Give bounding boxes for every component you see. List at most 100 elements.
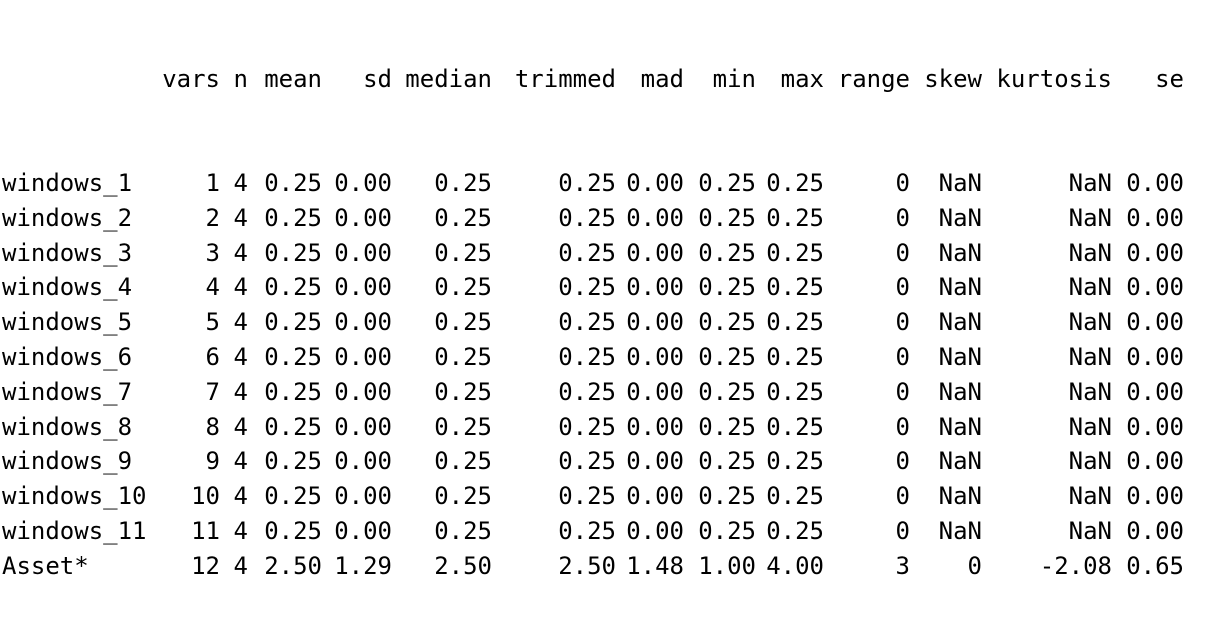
- table-cell: 0.25: [558, 482, 616, 511]
- table-cell: 0.25: [766, 273, 824, 302]
- table-cell: 10: [191, 482, 220, 511]
- table-cell: 2: [205, 203, 220, 232]
- table-cell: 0.25: [264, 516, 322, 545]
- table-cell: 0.25: [558, 168, 616, 197]
- table-cell: 0.00: [334, 342, 392, 371]
- row-name: windows_2: [2, 203, 133, 232]
- table-cell: 0.00: [334, 377, 392, 406]
- table-cell: 2.50: [264, 551, 322, 580]
- table-cell: 2.50: [558, 551, 616, 580]
- table-cell: 0.25: [264, 308, 322, 337]
- column-header: n: [233, 64, 248, 93]
- column-header: mean: [264, 64, 322, 93]
- table-cell: 4: [233, 447, 248, 476]
- table-cell: 0.25: [434, 342, 492, 371]
- table-row: windows_9 9 4 0.25 0.00 0.25 0.25 0.00 0.25 0.25 0…: [2, 444, 1206, 479]
- column-header: kurtosis: [996, 64, 1112, 93]
- table-cell: 3: [895, 551, 910, 580]
- table-cell: 0.00: [334, 412, 392, 441]
- table-cell: 0.25: [698, 273, 756, 302]
- table-cell: 0.00: [626, 238, 684, 267]
- table-cell: 0: [895, 516, 910, 545]
- column-header: skew: [924, 64, 982, 93]
- table-cell: 0.25: [698, 168, 756, 197]
- table-cell: 9: [205, 447, 220, 476]
- table-cell: 4.00: [766, 551, 824, 580]
- table-cell: NaN: [1068, 168, 1112, 197]
- table-cell: 0.00: [626, 168, 684, 197]
- table-cell: 0.25: [558, 516, 616, 545]
- table-cell: NaN: [938, 447, 982, 476]
- table-cell: 4: [233, 516, 248, 545]
- table-cell: 0.00: [1126, 273, 1184, 302]
- table-cell: 0: [895, 447, 910, 476]
- table-cell: 11: [191, 516, 220, 545]
- table-cell: NaN: [1068, 377, 1112, 406]
- table-cell: 0.65: [1126, 551, 1184, 580]
- table-cell: 0.00: [1126, 203, 1184, 232]
- table-cell: 4: [233, 203, 248, 232]
- table-cell: 0.25: [558, 273, 616, 302]
- table-cell: 0.00: [626, 412, 684, 441]
- row-name: windows_10: [2, 482, 147, 511]
- table-cell: NaN: [938, 308, 982, 337]
- table-cell: NaN: [938, 377, 982, 406]
- table-cell: NaN: [1068, 447, 1112, 476]
- table-cell: 0.25: [434, 168, 492, 197]
- row-name: windows_3: [2, 238, 133, 267]
- table-cell: 0.00: [334, 238, 392, 267]
- table-cell: 0.25: [558, 412, 616, 441]
- table-cell: 0.25: [766, 482, 824, 511]
- table-cell: 4: [233, 412, 248, 441]
- table-cell: NaN: [938, 273, 982, 302]
- column-header: median: [405, 64, 492, 93]
- table-cell: 0.25: [766, 168, 824, 197]
- row-name: windows_8: [2, 412, 133, 441]
- table-cell: 0.00: [334, 308, 392, 337]
- table-cell: 0.00: [334, 516, 392, 545]
- table-cell: 0.00: [1126, 447, 1184, 476]
- table-cell: 0.00: [626, 377, 684, 406]
- table-cell: NaN: [938, 238, 982, 267]
- table-cell: 0: [895, 168, 910, 197]
- table-cell: 0: [895, 238, 910, 267]
- table-cell: 0.25: [698, 377, 756, 406]
- column-header: min: [712, 64, 756, 93]
- table-cell: 0.00: [334, 273, 392, 302]
- table-cell: 4: [205, 273, 220, 302]
- table-cell: 0: [895, 273, 910, 302]
- column-header: range: [837, 64, 910, 93]
- table-cell: 1.29: [334, 551, 392, 580]
- table-cell: 4: [233, 342, 248, 371]
- table-cell: 0.25: [264, 238, 322, 267]
- table-header-row: vars n mean sd median trimmed mad min ma…: [2, 62, 1206, 97]
- table-cell: 0.25: [698, 238, 756, 267]
- row-name: windows_6: [2, 342, 133, 371]
- table-cell: 0.25: [434, 412, 492, 441]
- table-cell: 0.00: [626, 308, 684, 337]
- table-cell: 0.25: [766, 203, 824, 232]
- table-cell: 0.25: [264, 377, 322, 406]
- table-row: windows_8 8 4 0.25 0.00 0.25 0.25 0.00 0.25 0.25 0…: [2, 410, 1206, 445]
- table-cell: NaN: [1068, 516, 1112, 545]
- table-row: windows_3 3 4 0.25 0.00 0.25 0.25 0.00 0.25 0.25 0…: [2, 236, 1206, 271]
- table-cell: 0.25: [698, 447, 756, 476]
- column-header: trimmed: [514, 64, 616, 93]
- table-cell: 4: [233, 238, 248, 267]
- table-cell: 1: [205, 168, 220, 197]
- table-cell: NaN: [1068, 203, 1112, 232]
- table-cell: 0.00: [626, 203, 684, 232]
- table-cell: 4: [233, 377, 248, 406]
- table-cell: 0.25: [434, 273, 492, 302]
- table-cell: 0.25: [766, 516, 824, 545]
- table-cell: 0.00: [626, 482, 684, 511]
- row-name: Asset*: [2, 551, 89, 580]
- table-cell: 4: [233, 308, 248, 337]
- table-row: Asset* 12 4 2.50 1.29 2.50 2.50 1.48 1.00 4.00 3 0 -…: [2, 549, 1206, 584]
- table-cell: 0.00: [334, 203, 392, 232]
- row-name: windows_7: [2, 377, 133, 406]
- table-cell: 0.25: [264, 203, 322, 232]
- column-header: mad: [640, 64, 684, 93]
- row-name: windows_9: [2, 447, 133, 476]
- table-cell: 0.25: [434, 482, 492, 511]
